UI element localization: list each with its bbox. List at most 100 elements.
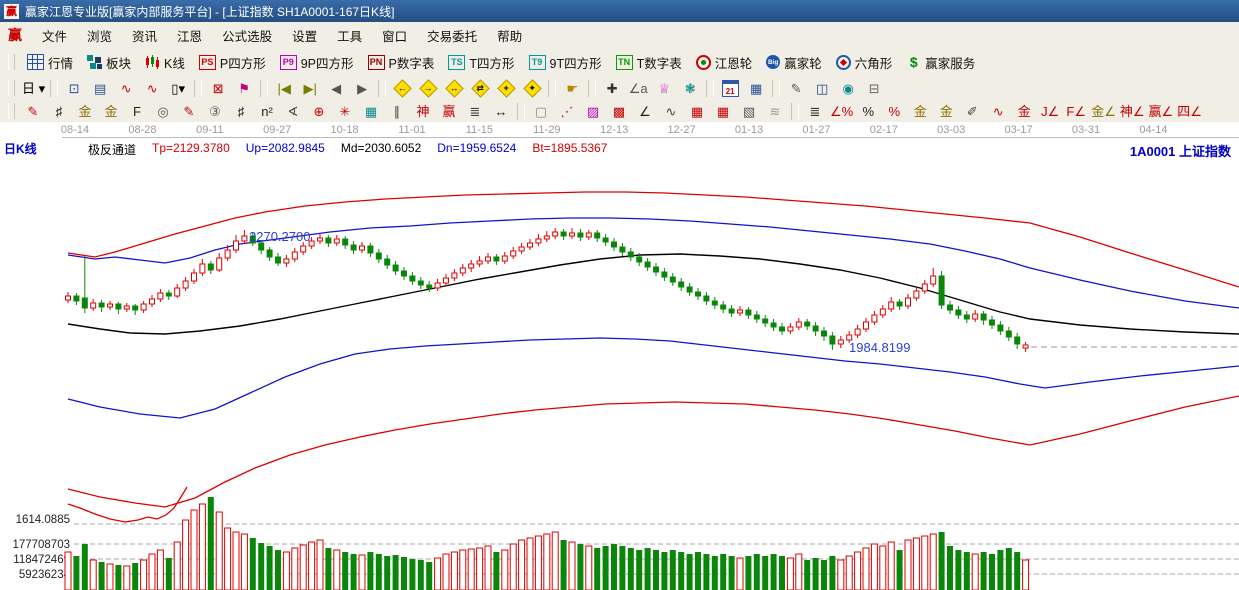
toolbar-button-winner-service[interactable]: $ 赢家服务	[899, 51, 982, 74]
toolbar-button-pan-right[interactable]: →	[415, 78, 441, 98]
toolbar-button-calendar[interactable]: 21	[717, 79, 743, 98]
toolbar-button-box-fan[interactable]: ▩	[612, 103, 626, 119]
toolbar-grip[interactable]	[8, 54, 15, 70]
menu-item-帮助[interactable]: 帮助	[497, 29, 523, 44]
toolbar-button-four-angle[interactable]: 四∠	[1177, 103, 1202, 119]
toolbar-button-ying-angle[interactable]: 赢∠	[1148, 103, 1174, 119]
toolbar-button-last-bar[interactable]: ▶|	[303, 80, 317, 96]
toolbar-button-t-number-table[interactable]: TN T数字表	[609, 51, 689, 74]
toolbar-button-crosshair[interactable]: ✚	[606, 80, 618, 96]
toolbar-button-ying-tool[interactable]: 赢	[442, 103, 456, 119]
toolbar-grip[interactable]	[8, 80, 15, 96]
toolbar-button-period-selector[interactable]: 日 ▾	[22, 80, 46, 96]
toolbar-button-gann-web[interactable]: ✳	[339, 103, 351, 119]
toolbar-button-t-square[interactable]: TS T四方形	[441, 51, 521, 74]
toolbar-button-pan-left[interactable]: ←	[389, 78, 415, 98]
toolbar-button-dash-box[interactable]: ▢	[534, 103, 548, 119]
toolbar-button-parallel-lines[interactable]: ∥	[393, 103, 401, 119]
toolbar-button-print[interactable]: ⊟	[868, 80, 880, 96]
toolbar-button-compress-horizontal[interactable]: ⇄	[467, 78, 493, 98]
toolbar-button-grid-diagonal[interactable]: ▧	[742, 103, 756, 119]
toolbar-button-angle-tool[interactable]: ∢	[287, 103, 299, 119]
toolbar-button-p-number-table[interactable]: PN P数字表	[361, 51, 442, 74]
toolbar-button-percent[interactable]: %	[862, 103, 874, 119]
toolbar-button-expand-horizontal[interactable]: ↔	[441, 78, 467, 98]
toolbar-button-gray-lines[interactable]: ≋	[769, 103, 781, 119]
toolbar-grip[interactable]	[8, 103, 15, 119]
toolbar-button-gold-grid-1[interactable]: 金	[78, 103, 92, 119]
toolbar-button-shen-angle[interactable]: 神∠	[1119, 103, 1145, 119]
menu-item-文件[interactable]: 文件	[42, 29, 68, 44]
toolbar-button-gold-lines[interactable]: 金	[939, 103, 953, 119]
toolbar-button-analysis-tool[interactable]: ❃	[684, 80, 696, 96]
toolbar-button-red-grid-2[interactable]: ▦	[716, 103, 730, 119]
toolbar-button-grid-lines[interactable]: ♯	[237, 103, 245, 119]
toolbar-button-circle-three[interactable]: ③	[209, 103, 221, 119]
toolbar-button-pen-2[interactable]: ✐	[966, 103, 978, 119]
menu-item-设置[interactable]: 设置	[292, 29, 318, 44]
toolbar-button-shen-tool[interactable]: 神	[416, 103, 430, 119]
menu-item-浏览[interactable]: 浏览	[87, 29, 113, 44]
toolbar-button-gann-wheel[interactable]: 江恩轮	[689, 51, 760, 74]
toolbar-button-fib-grid[interactable]: F	[133, 103, 141, 119]
toolbar-button-hexagon[interactable]: 六角形	[829, 51, 900, 74]
toolbar-button-info-list[interactable]: ▤	[93, 80, 107, 96]
menu-item-资讯[interactable]: 资讯	[132, 29, 158, 44]
toolbar-button-mini-chart-9[interactable]: ∿	[146, 80, 158, 96]
toolbar-button-quotes[interactable]: 行情	[20, 51, 80, 74]
toolbar-button-kline[interactable]: K线	[138, 51, 192, 74]
toolbar-button-box-diagonals[interactable]: ▨	[586, 103, 600, 119]
toolbar-button-price-ruler[interactable]: ≣	[809, 103, 821, 119]
toolbar-button-delete-drawing[interactable]: ⊠	[212, 80, 224, 96]
toolbar-button-ruler-123[interactable]: ≣	[469, 103, 481, 119]
toolbar-button-9t-square[interactable]: T9 9T四方形	[522, 51, 609, 74]
menu-item-公式选股[interactable]: 公式选股	[222, 29, 273, 44]
toolbar-button-square-web[interactable]: ▦	[364, 103, 378, 119]
toolbar-button-web-export[interactable]: ◉	[842, 80, 854, 96]
title-bar[interactable]: 赢 赢家江恩专业版[赢家内部服务平台] - [上证指数 SH1A0001-167…	[0, 0, 1239, 22]
toolbar-button-angle-lines[interactable]: ∠	[639, 103, 651, 119]
toolbar-button-gold-angle[interactable]: 金∠	[1091, 103, 1116, 119]
toolbar-button-wave-red[interactable]: ∿	[992, 103, 1004, 119]
toolbar-button-p-square[interactable]: PS P四方形	[192, 51, 273, 74]
toolbar-button-percent-line[interactable]: %	[888, 103, 900, 119]
menu-item-交易委托[interactable]: 交易委托	[427, 29, 478, 44]
toolbar-button-mini-chart-3[interactable]: ∿	[120, 80, 132, 96]
toolbar-button-gold-grid-2[interactable]: 金	[104, 103, 118, 119]
toolbar-button-zoom-in[interactable]: +	[493, 78, 519, 98]
toolbar-button-spiral[interactable]: ◎	[157, 103, 169, 119]
toolbar-button-zoom-window[interactable]: ⊡	[68, 80, 80, 96]
toolbar-button-notes[interactable]: ✎	[790, 80, 802, 96]
toolbar-button-gann-circle[interactable]: ⊕	[313, 103, 325, 119]
toolbar-button-sectors[interactable]: 板块	[80, 51, 138, 74]
toolbar-button-first-bar[interactable]: |◀	[277, 80, 291, 96]
toolbar-button-calculator[interactable]: ▦	[749, 80, 763, 96]
toolbar-button-9p-square[interactable]: P9 9P四方形	[273, 51, 361, 74]
toolbar-button-draw-pen-2[interactable]: ✎	[183, 103, 195, 119]
toolbar-button-flag-tool[interactable]: ⚑	[238, 80, 250, 96]
toolbar-button-gold-underline[interactable]: 金	[1017, 103, 1031, 119]
toolbar-button-save[interactable]: ◫	[815, 80, 829, 96]
toolbar-button-width-measure[interactable]: ↔	[494, 103, 508, 119]
toolbar-button-gann-hat[interactable]: ♕	[658, 80, 670, 96]
toolbar-button-angle-measure[interactable]: ∠a	[628, 80, 648, 96]
menu-item-工具[interactable]: 工具	[337, 29, 363, 44]
toolbar-button-gann-grid[interactable]: ♯	[55, 103, 63, 119]
toolbar-button-next-bar[interactable]: ▶	[357, 80, 368, 96]
toolbar-button-zoom-out[interactable]: ✦	[519, 78, 545, 98]
toolbar-button-winner-wheel[interactable]: Big 赢家轮	[759, 51, 829, 74]
toolbar-button-draw-pen[interactable]: ✎	[27, 103, 39, 119]
toolbar-button-percent-angle[interactable]: ∠%	[830, 103, 854, 119]
toolbar-button-pan-hand[interactable]: ☛	[566, 80, 578, 96]
toolbar-button-f-angle[interactable]: F∠	[1066, 103, 1087, 119]
toolbar-button-fan-lines[interactable]: ⋰	[560, 103, 574, 119]
toolbar-button-square-numbers[interactable]: n²	[261, 103, 273, 119]
toolbar-button-j-angle[interactable]: J∠	[1041, 103, 1060, 119]
toolbar-button-gold-circle[interactable]: 金	[913, 103, 927, 119]
menu-item-江恩[interactable]: 江恩	[177, 29, 203, 44]
toolbar-button-prev-bar[interactable]: ◀	[331, 80, 342, 96]
chart-canvas[interactable]: 1614.0885 177708703 118472469 59236234 2270.…	[0, 122, 1239, 590]
toolbar-button-red-grid-1[interactable]: ▦	[690, 103, 704, 119]
menu-item-窗口[interactable]: 窗口	[382, 29, 408, 44]
toolbar-button-candle-style[interactable]: ▯▾	[171, 80, 185, 96]
